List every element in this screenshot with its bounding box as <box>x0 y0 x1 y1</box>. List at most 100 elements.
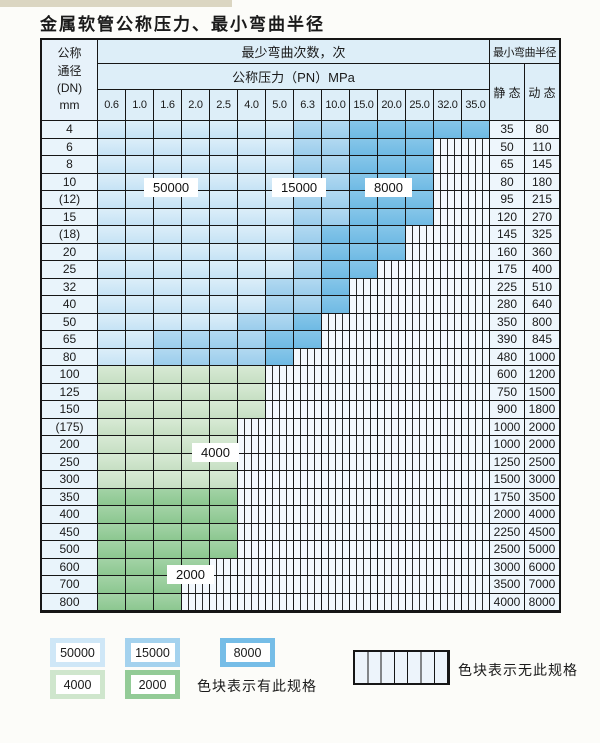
spec-cell-g2 <box>98 488 126 506</box>
spec-cell-b3 <box>434 121 462 139</box>
spec-cell-x <box>378 593 406 611</box>
pressure-col-header: 0.6 <box>98 90 126 121</box>
dn-cell: 8 <box>42 156 98 174</box>
spec-cell-b1 <box>238 243 266 261</box>
pressure-col-header: 35.0 <box>462 90 490 121</box>
spec-cell-x <box>406 558 434 576</box>
spec-cell-b3 <box>266 348 294 366</box>
spec-cell-x <box>406 418 434 436</box>
pressure-col-header: 4.0 <box>238 90 266 121</box>
spec-cell-b3 <box>406 191 434 209</box>
dn-cell: 10 <box>42 173 98 191</box>
spec-cell-b2 <box>322 138 350 156</box>
spec-cell-b1 <box>210 121 238 139</box>
spec-cell-x <box>266 401 294 419</box>
spec-cell-b3 <box>322 226 350 244</box>
spec-cell-b1 <box>210 226 238 244</box>
dn-cell: 400 <box>42 506 98 524</box>
spec-cell-b1 <box>210 138 238 156</box>
spec-cell-g1 <box>238 366 266 384</box>
spec-table: 公称 通径 (DN) mm 最少弯曲次数，次 最小弯曲半径 公称压力（PN）MP… <box>40 38 561 613</box>
spec-cell-b1 <box>182 138 210 156</box>
spec-cell-b2 <box>294 208 322 226</box>
dn-cell: 500 <box>42 541 98 559</box>
dynamic-value-cell: 845 <box>525 331 559 349</box>
spec-cell-x <box>266 453 294 471</box>
spec-cell-x <box>434 576 462 594</box>
table-row: 600 3000 6000 <box>42 558 559 576</box>
spec-cell-g1 <box>238 383 266 401</box>
spec-cell-x <box>462 523 490 541</box>
spec-cell-x <box>462 436 490 454</box>
spec-cell-x <box>350 436 378 454</box>
table-row: 20 160 360 <box>42 243 559 261</box>
spec-cell-x <box>462 593 490 611</box>
table-row: 800 4000 8000 <box>42 593 559 611</box>
legend-swatch-4000: 4000 <box>50 670 105 699</box>
static-value-cell: 350 <box>490 313 525 331</box>
spec-cell-g1 <box>98 418 126 436</box>
spec-cell-x <box>378 296 406 314</box>
dynamic-value-cell: 80 <box>525 121 559 139</box>
cycles-label-4000: 4000 <box>192 443 239 462</box>
pressure-col-header: 25.0 <box>406 90 434 121</box>
spec-cell-b2 <box>294 121 322 139</box>
spec-cell-b1 <box>210 313 238 331</box>
spec-cell-x <box>462 348 490 366</box>
spec-cell-b1 <box>98 121 126 139</box>
spec-cell-x <box>350 401 378 419</box>
spec-cell-b2 <box>154 348 182 366</box>
spec-cell-g2 <box>182 488 210 506</box>
spec-cell-b1 <box>154 156 182 174</box>
static-value-cell: 2500 <box>490 541 525 559</box>
spec-cell-b2 <box>238 331 266 349</box>
static-value-cell: 175 <box>490 261 525 279</box>
spec-cell-b1 <box>182 226 210 244</box>
dn-cell: 100 <box>42 366 98 384</box>
spec-cell-b2 <box>266 278 294 296</box>
spec-cell-x <box>350 593 378 611</box>
spec-cell-b2 <box>294 138 322 156</box>
dn-header-line-4: mm <box>59 98 80 113</box>
dynamic-value-cell: 640 <box>525 296 559 314</box>
spec-cell-x <box>266 523 294 541</box>
pressure-col-header: 20.0 <box>378 90 406 121</box>
spec-cell-g1 <box>126 453 154 471</box>
spec-cell-b1 <box>210 156 238 174</box>
spec-cell-x <box>350 541 378 559</box>
spec-cell-x <box>378 261 406 279</box>
legend-swatch-50000: 50000 <box>50 638 105 667</box>
spec-cell-x <box>378 383 406 401</box>
spec-cell-b1 <box>266 121 294 139</box>
spec-cell-x <box>378 278 406 296</box>
spec-cell-x <box>350 418 378 436</box>
pressure-header: 公称压力（PN）MPa <box>98 64 490 90</box>
spec-cell-g1 <box>98 453 126 471</box>
static-value-cell: 1000 <box>490 418 525 436</box>
spec-cell-g2 <box>98 506 126 524</box>
spec-cell-b2 <box>294 226 322 244</box>
spec-cell-x <box>294 436 322 454</box>
spec-cell-b3 <box>350 261 378 279</box>
dynamic-value-cell: 3500 <box>525 488 559 506</box>
spec-cell-g1 <box>126 366 154 384</box>
cycles-label-15000: 15000 <box>272 178 327 197</box>
pressure-col-header: 32.0 <box>434 90 462 121</box>
spec-cell-x <box>462 296 490 314</box>
spec-cell-x <box>462 208 490 226</box>
spec-cell-x <box>266 558 294 576</box>
spec-cell-b1 <box>126 261 154 279</box>
spec-cell-b2 <box>266 296 294 314</box>
dn-cell: (175) <box>42 418 98 436</box>
spec-cell-g1 <box>98 471 126 489</box>
spec-cell-x <box>378 506 406 524</box>
spec-cell-g2 <box>98 541 126 559</box>
dynamic-value-cell: 2000 <box>525 418 559 436</box>
spec-cell-x <box>378 541 406 559</box>
spec-cell-x <box>294 471 322 489</box>
spec-cell-x <box>462 576 490 594</box>
spec-cell-b3 <box>350 208 378 226</box>
table-row: 125 750 1500 <box>42 383 559 401</box>
table-row: 15 120 270 <box>42 208 559 226</box>
spec-cell-x <box>322 401 350 419</box>
